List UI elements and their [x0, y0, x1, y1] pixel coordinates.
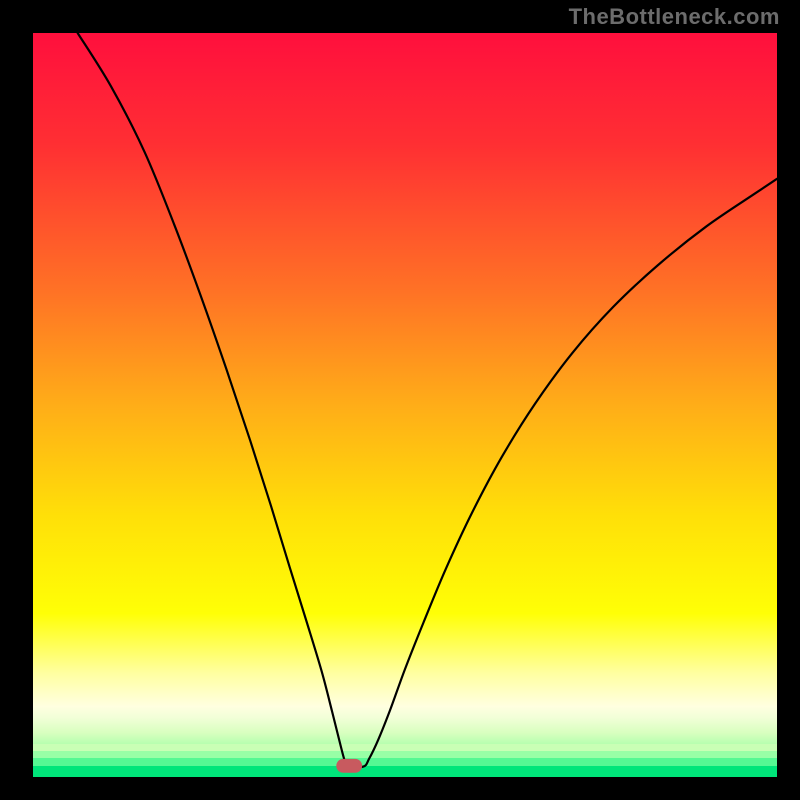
v-curve-path: [78, 33, 777, 767]
watermark-text: TheBottleneck.com: [569, 4, 780, 30]
valley-marker: [336, 759, 362, 773]
plot-area: [30, 30, 780, 780]
bottleneck-curve: [33, 33, 777, 777]
